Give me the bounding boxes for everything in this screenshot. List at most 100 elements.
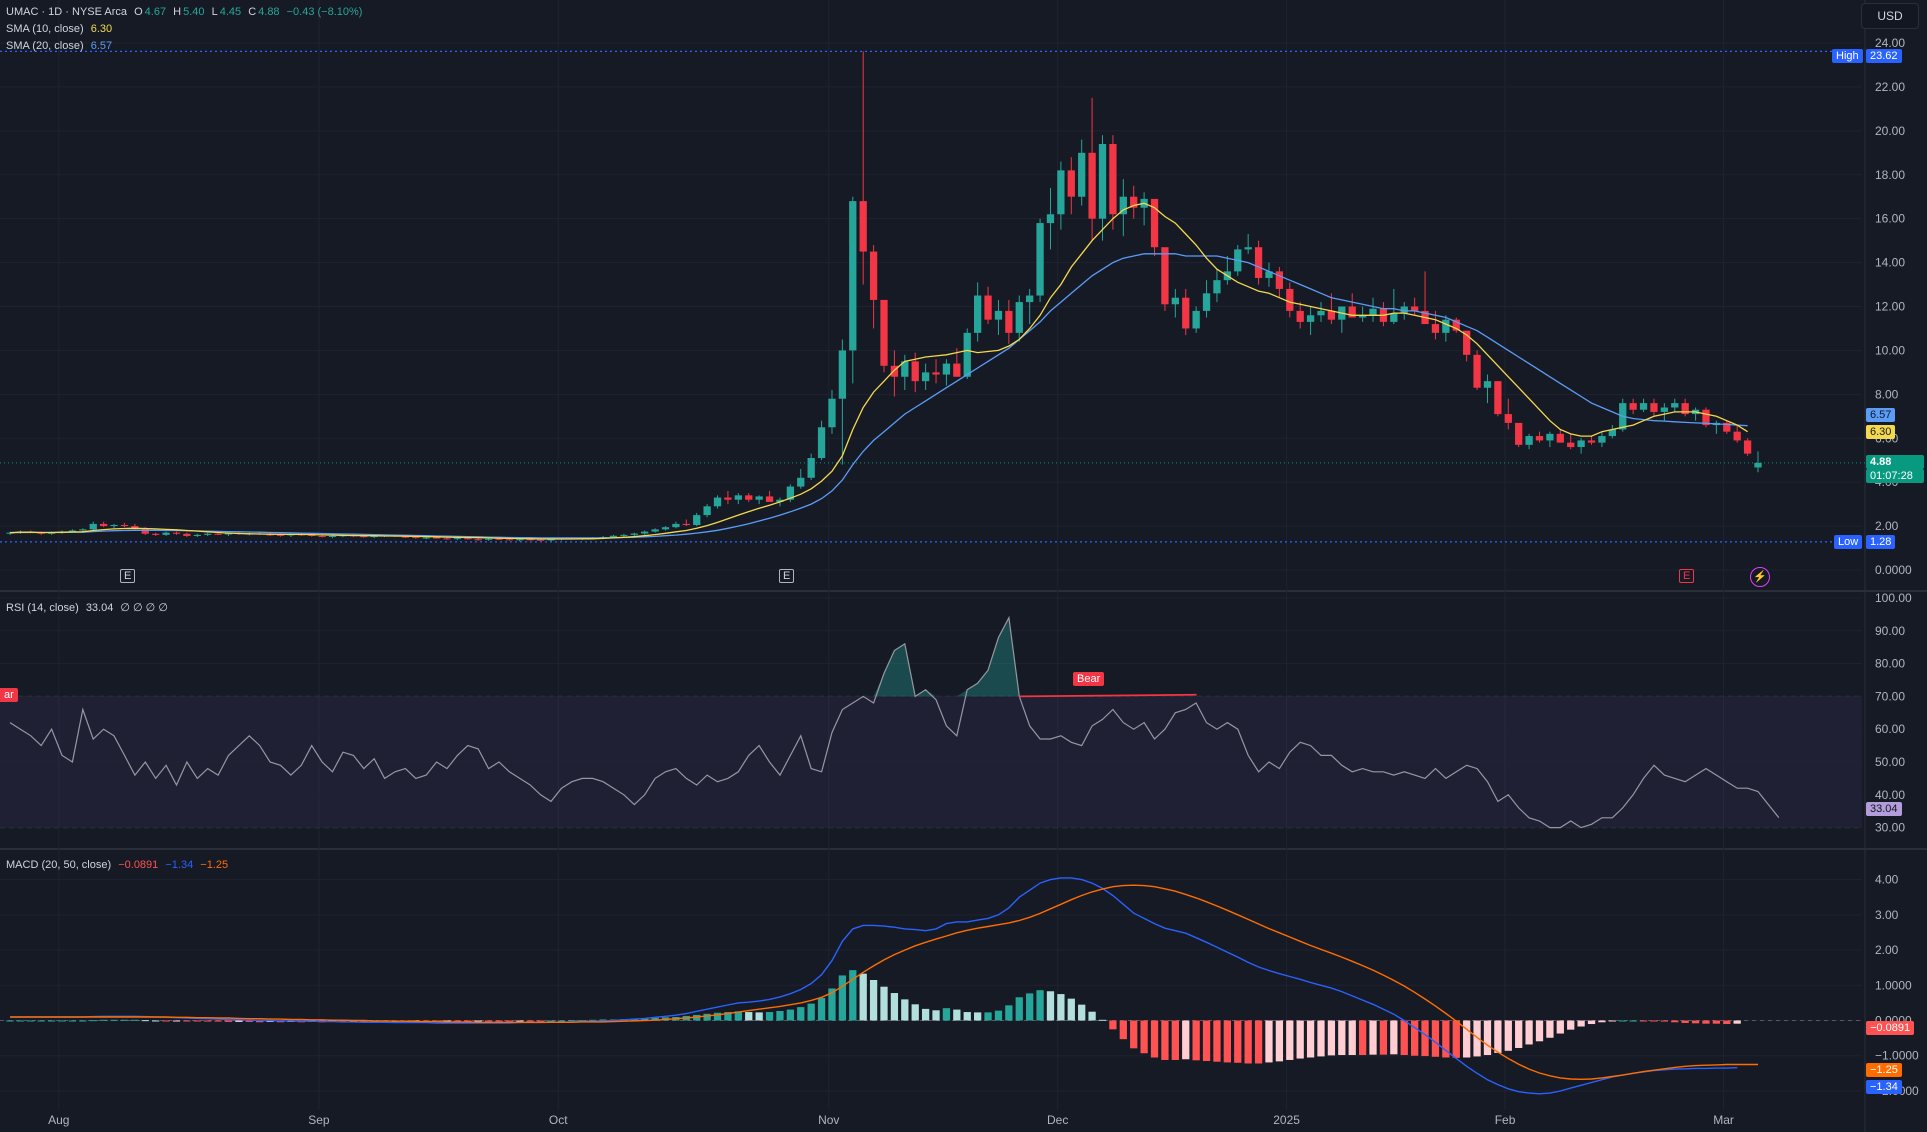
macd-hist-bar: [110, 1019, 118, 1021]
candle-body: [932, 372, 940, 375]
sma10-legend[interactable]: SMA (10, close) 6.30: [6, 23, 112, 35]
macd-hist-bar: [1161, 1020, 1169, 1060]
candle-body: [1754, 462, 1762, 468]
macd-hist-bar: [141, 1020, 149, 1022]
earnings-marker-2[interactable]: E: [779, 569, 795, 583]
bear-divergence-line: [1019, 693, 1197, 698]
bear-divergence-label[interactable]: Bear: [1073, 672, 1105, 686]
candle-body: [152, 533, 160, 535]
low-value: 4.45: [219, 6, 242, 18]
y-tick-label: 10.00: [1875, 343, 1905, 357]
candle-body: [37, 532, 45, 534]
candle-body: [1254, 247, 1263, 278]
earnings-marker-1[interactable]: E: [120, 569, 136, 583]
rsi-legend[interactable]: RSI (14, close) 33.04 ∅ ∅ ∅ ∅: [6, 601, 168, 614]
macd-hist-bar: [797, 1007, 805, 1021]
macd-legend[interactable]: MACD (20, 50, close) −0.0891 −1.34 −1.25: [6, 859, 228, 871]
candle-body: [734, 495, 742, 500]
sma20-price-tag: 6.57: [1866, 408, 1896, 422]
rsi-tick-label: 90.00: [1875, 624, 1905, 638]
candle-body: [79, 529, 87, 531]
macd-hist-bar: [537, 1020, 545, 1022]
candle-body: [183, 533, 191, 536]
candle-body: [1192, 310, 1200, 329]
y-tick-label: 0.0000: [1875, 563, 1912, 577]
rsi-tick-label: 50.00: [1875, 755, 1905, 769]
macd-hist-bar: [963, 1012, 971, 1021]
candle-body: [1525, 436, 1533, 445]
candle-body: [807, 458, 815, 478]
macd-hist-bar: [1411, 1020, 1419, 1056]
candle-body: [661, 527, 670, 530]
bear-divergence-label-left[interactable]: ar: [0, 688, 18, 702]
candle-body: [422, 537, 430, 539]
macd-hist-bar: [1421, 1020, 1429, 1057]
candle-body: [162, 532, 170, 535]
candle-body: [1452, 319, 1460, 331]
candle-body: [1265, 271, 1273, 278]
candle-body: [1213, 280, 1221, 294]
symbol-label[interactable]: UMAC · 1D · NYSE Arca: [6, 6, 128, 18]
candle-body: [672, 523, 680, 528]
macd-hist-bar: [1234, 1020, 1242, 1063]
candle-body: [1119, 196, 1127, 215]
candle-body: [516, 539, 524, 541]
candle-body: [1286, 288, 1294, 311]
currency-button[interactable]: USD: [1861, 3, 1919, 29]
y-tick-label: 22.00: [1875, 80, 1905, 94]
macd-hist-bar: [16, 1020, 25, 1022]
macd-hist-bar: [880, 986, 888, 1021]
candle-body: [1098, 144, 1107, 219]
macd-hist-bar: [1556, 1020, 1564, 1034]
candle-body: [620, 534, 628, 536]
sma20-legend[interactable]: SMA (20, close) 6.57: [6, 40, 112, 52]
x-tick-label: Mar: [1713, 1113, 1734, 1127]
candle-body: [1650, 403, 1658, 412]
earnings-marker-upcoming[interactable]: E: [1679, 569, 1695, 583]
macd-hist-bar: [994, 1010, 1003, 1021]
candle-body: [1275, 271, 1284, 289]
y-tick-label: 18.00: [1875, 168, 1905, 182]
macd-hist-bar: [1046, 991, 1055, 1021]
candle-body: [994, 310, 1003, 320]
lightning-icon[interactable]: ⚡: [1750, 567, 1770, 587]
macd-hist-bar: [1098, 1019, 1107, 1021]
macd-hist-bar: [214, 1020, 222, 1022]
macd-hist-bar: [1691, 1020, 1700, 1024]
macd-hist-bar: [1660, 1020, 1668, 1022]
candle-body: [776, 499, 784, 502]
candle-body: [100, 523, 108, 527]
macd-hist-bar: [1015, 997, 1023, 1021]
macd-hist-bar: [557, 1020, 566, 1022]
x-tick-label: Sep: [308, 1113, 330, 1127]
macd-hist-bar: [484, 1020, 493, 1022]
macd-hist-bar: [1348, 1020, 1356, 1056]
macd-hist-bar: [921, 1008, 930, 1021]
open-label: O: [134, 6, 143, 18]
macd-hist-bar: [1026, 993, 1034, 1021]
macd-hist-bar: [1535, 1020, 1544, 1042]
macd-hist-bar: [713, 1012, 722, 1021]
candle-body: [651, 529, 659, 532]
candle-body: [370, 535, 378, 538]
high-tag-value: 23.62: [1866, 49, 1902, 63]
macd-hist-bar: [1598, 1020, 1606, 1023]
candle-body: [1483, 381, 1492, 388]
candle-body: [641, 531, 649, 534]
candle-body: [432, 537, 441, 539]
macd-tick-label: 2.00: [1875, 943, 1899, 957]
candle-body: [1296, 310, 1304, 322]
macd-hist-bar: [1587, 1020, 1596, 1025]
high-label: H: [173, 6, 182, 18]
candle-body: [89, 523, 97, 530]
macd-hist-bar: [745, 1012, 753, 1021]
macd-hist-bar: [578, 1020, 586, 1022]
candle-body: [869, 251, 878, 300]
candle-body: [1390, 313, 1398, 322]
macd-hist-bar: [703, 1013, 711, 1021]
candle-body: [474, 539, 482, 541]
candle-body: [328, 535, 337, 537]
candle-body: [1046, 214, 1055, 224]
macd-hist-bar: [1119, 1020, 1127, 1040]
